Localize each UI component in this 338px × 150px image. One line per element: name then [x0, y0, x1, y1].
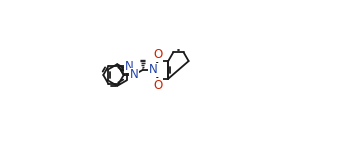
Text: O: O: [153, 48, 163, 61]
Text: O: O: [153, 79, 163, 92]
Text: N: N: [149, 63, 157, 76]
Text: N: N: [124, 60, 133, 73]
Text: N: N: [129, 69, 138, 81]
